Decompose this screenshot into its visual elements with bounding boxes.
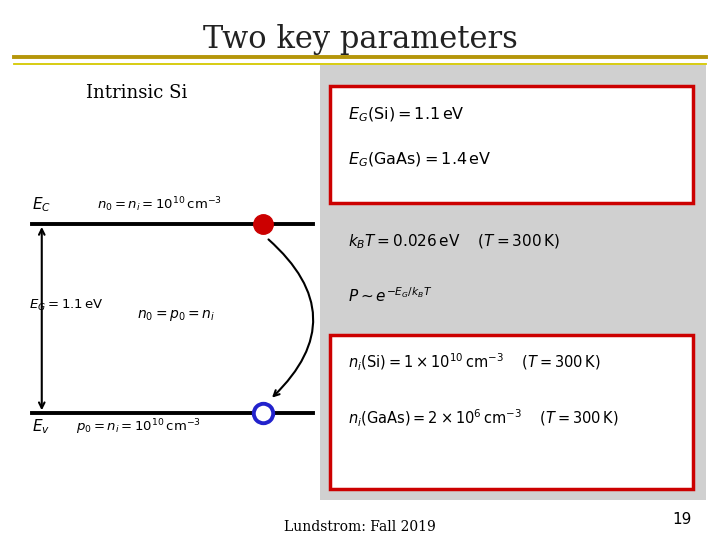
- Text: $n_0 = n_i = 10^{10}\,\mathrm{cm}^{-3}$: $n_0 = n_i = 10^{10}\,\mathrm{cm}^{-3}$: [97, 195, 222, 214]
- Text: Intrinsic Si: Intrinsic Si: [86, 84, 188, 102]
- Text: $n_i(\mathrm{Si}) = 1\times10^{10}\,\mathrm{cm}^{-3}$    $(T = 300\,\mathrm{K})$: $n_i(\mathrm{Si}) = 1\times10^{10}\,\mat…: [348, 352, 600, 373]
- Text: $n_0 = p_0 = n_i$: $n_0 = p_0 = n_i$: [137, 308, 215, 323]
- Text: $k_BT = 0.026\,\mathrm{eV}$    $(T = 300\,\mathrm{K})$: $k_BT = 0.026\,\mathrm{eV}$ $(T = 300\,\…: [348, 232, 560, 251]
- Text: $E_G(\mathrm{Si}) = 1.1\,\mathrm{eV}$: $E_G(\mathrm{Si}) = 1.1\,\mathrm{eV}$: [348, 105, 464, 124]
- Text: $E_G(\mathrm{GaAs}) = 1.4\,\mathrm{eV}$: $E_G(\mathrm{GaAs}) = 1.4\,\mathrm{eV}$: [348, 150, 491, 168]
- Bar: [330, 86, 693, 202]
- Text: $p_0 = n_i = 10^{10}\,\mathrm{cm}^{-3}$: $p_0 = n_i = 10^{10}\,\mathrm{cm}^{-3}$: [76, 417, 201, 437]
- Bar: [330, 335, 693, 489]
- Text: $E_v$: $E_v$: [32, 417, 50, 436]
- Text: $E_C$: $E_C$: [32, 195, 51, 214]
- Text: $n_i(\mathrm{GaAs}) = 2\times10^{6}\,\mathrm{cm}^{-3}$    $(T = 300\,\mathrm{K}): $n_i(\mathrm{GaAs}) = 2\times10^{6}\,\ma…: [348, 408, 618, 429]
- Text: $E_G = 1.1\,\mathrm{eV}$: $E_G = 1.1\,\mathrm{eV}$: [29, 298, 103, 313]
- Text: 19: 19: [672, 511, 691, 526]
- Text: Two key parameters: Two key parameters: [202, 24, 518, 55]
- Text: $P \sim e^{-E_G/k_BT}$: $P \sim e^{-E_G/k_BT}$: [348, 286, 432, 305]
- Bar: [320, 65, 706, 500]
- Text: Lundstrom: Fall 2019: Lundstrom: Fall 2019: [284, 519, 436, 534]
